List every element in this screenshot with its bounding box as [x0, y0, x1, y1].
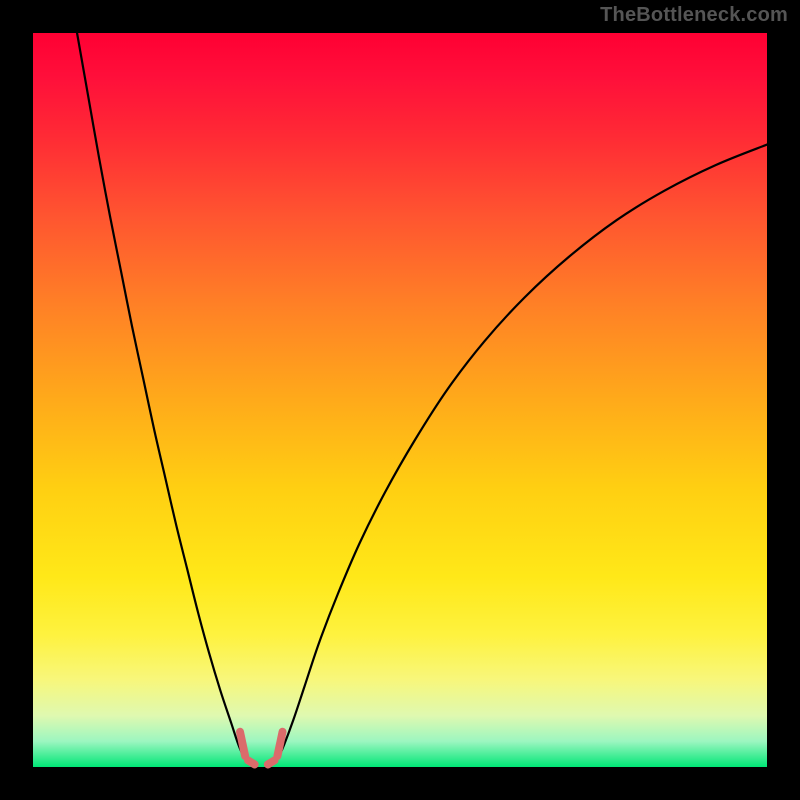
highlight-segment: [277, 732, 282, 756]
chart-frame: TheBottleneck.com: [0, 0, 800, 800]
highlight-segment: [248, 760, 255, 764]
watermark-text: TheBottleneck.com: [600, 4, 788, 27]
highlight-segment: [240, 732, 245, 756]
chart-svg: [0, 0, 800, 800]
highlight-segment: [268, 760, 275, 764]
plot-background: [33, 33, 767, 767]
